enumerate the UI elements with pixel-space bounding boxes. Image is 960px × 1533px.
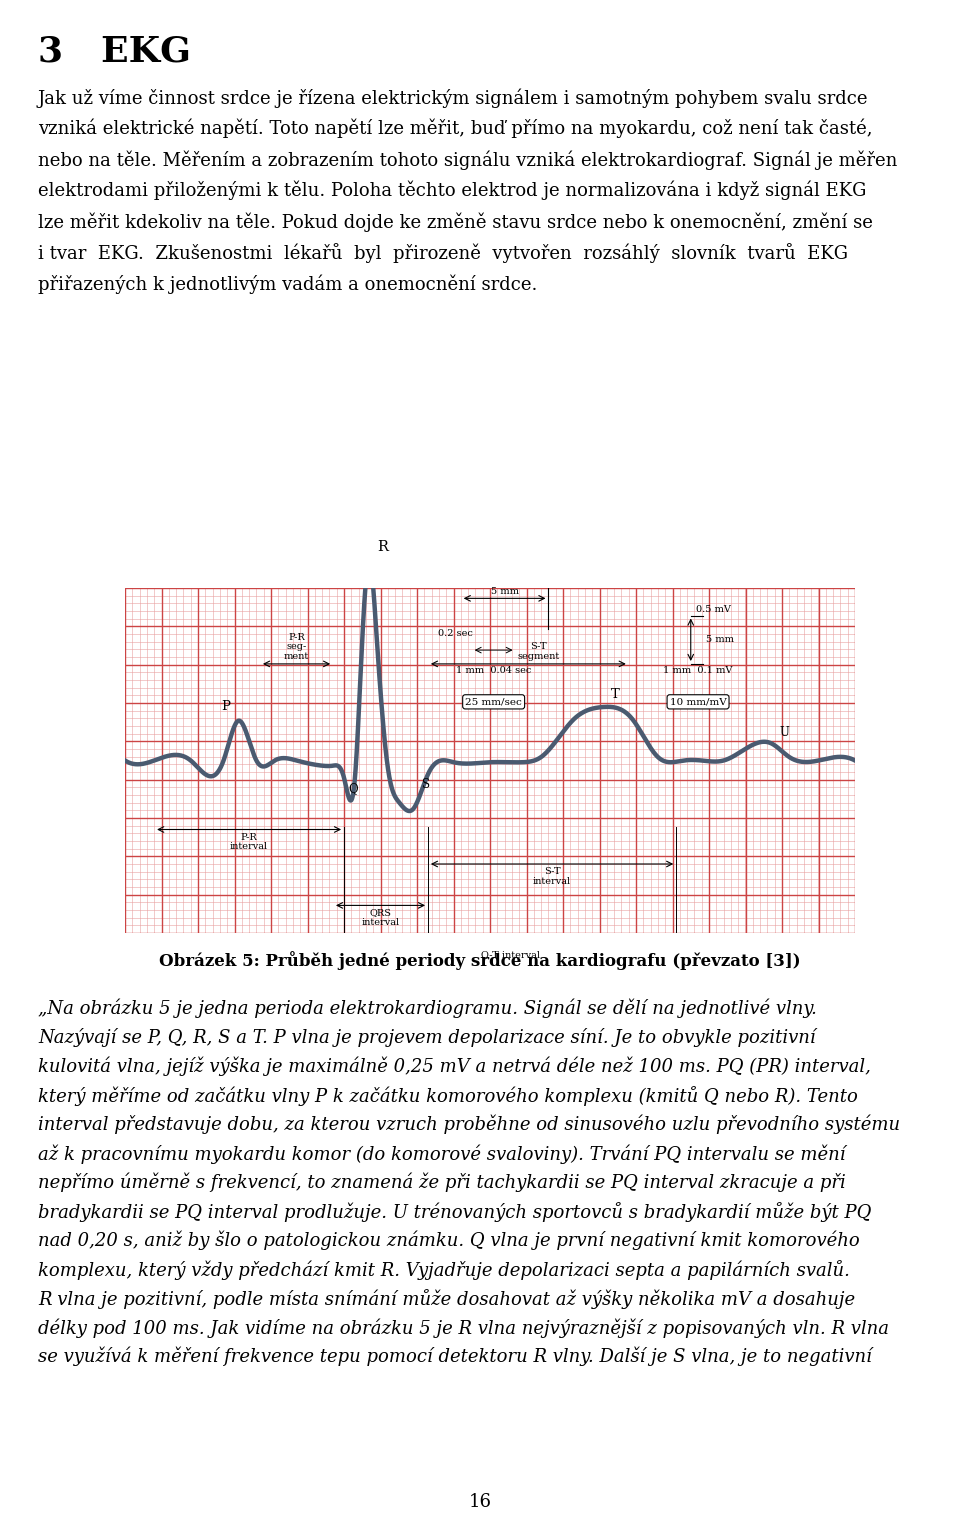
Text: 16: 16 [468, 1493, 492, 1512]
Text: T: T [612, 688, 620, 701]
Text: QRS
interval: QRS interval [361, 909, 399, 927]
Text: nad 0,20 s, aniž by šlo o patologickou známku. Q vlna je první negativní kmit ko: nad 0,20 s, aniž by šlo o patologickou z… [38, 1231, 860, 1251]
Text: nebo na těle. Měřením a zobrazením tohoto signálu vzniká elektrokardiograf. Sign: nebo na těle. Měřením a zobrazením tohot… [38, 150, 898, 170]
Text: i tvar  EKG.  Zkušenostmi  lékařů  byl  přirozeně  vytvořen  rozsáhlý  slovník  : i tvar EKG. Zkušenostmi lékařů byl přiro… [38, 244, 848, 264]
Text: 1 mm  0.1 mV: 1 mm 0.1 mV [663, 667, 732, 676]
Text: S-T
interval: S-T interval [533, 868, 571, 886]
Text: bradykardii se PQ interval prodlužuje. U trénovaných sportovců s bradykardií můž: bradykardii se PQ interval prodlužuje. U… [38, 1202, 872, 1222]
Text: 1 mm  0.04 sec: 1 mm 0.04 sec [456, 667, 531, 676]
Text: vzniká elektrické napětí. Toto napětí lze měřit, buď přímo na myokardu, což není: vzniká elektrické napětí. Toto napětí lz… [38, 120, 873, 138]
Text: R: R [377, 541, 389, 555]
Text: elektrodami přiloženými k tělu. Poloha těchto elektrod je normalizována i když s: elektrodami přiloženými k tělu. Poloha t… [38, 181, 866, 201]
Text: interval představuje dobu, za kterou vzruch proběhne od sinusového uzlu převodní: interval představuje dobu, za kterou vzr… [38, 1114, 900, 1134]
Text: Jak už víme činnost srdce je řízena elektrickým signálem i samotným pohybem sval: Jak už víme činnost srdce je řízena elek… [38, 87, 869, 107]
Text: se využívá k měření frekvence tepu pomocí detektoru R vlny. Další je S vlna, je : se využívá k měření frekvence tepu pomoc… [38, 1348, 872, 1366]
Text: nepřímo úměrně s frekvencí, to znamená že při tachykardii se PQ interval zkracuj: nepřímo úměrně s frekvencí, to znamená ž… [38, 1173, 846, 1193]
Text: 5 mm: 5 mm [491, 587, 518, 596]
Text: 0.2 sec: 0.2 sec [439, 630, 473, 638]
Text: 10 mm/mV: 10 mm/mV [670, 698, 727, 707]
Text: U: U [780, 727, 789, 739]
Text: lze měřit kdekoliv na těle. Pokud dojde ke změně stavu srdce nebo k onemocnění, : lze měřit kdekoliv na těle. Pokud dojde … [38, 212, 873, 231]
Text: S-T
segment: S-T segment [517, 642, 560, 661]
Text: Q: Q [348, 782, 358, 794]
Text: 5 mm: 5 mm [706, 635, 733, 644]
Text: R vlna je pozitivní, podle místa snímání může dosahovat až výšky několika mV a d: R vlna je pozitivní, podle místa snímání… [38, 1289, 855, 1309]
Text: až k pracovnímu myokardu komor (do komorové svaloviny). Trvání PQ intervalu se m: až k pracovnímu myokardu komor (do komor… [38, 1144, 846, 1164]
Text: S: S [421, 779, 430, 791]
Text: 25 mm/sec: 25 mm/sec [466, 698, 522, 707]
Text: Nazývají se P, Q, R, S a T. P vlna je projevem depolarizace síní. Je to obvykle : Nazývají se P, Q, R, S a T. P vlna je pr… [38, 1029, 816, 1047]
Text: délky pod 100 ms. Jak vidíme na obrázku 5 je R vlna nejvýraznější z popisovaných: délky pod 100 ms. Jak vidíme na obrázku … [38, 1318, 889, 1337]
Text: „Na obrázku 5 je jedna perioda elektrokardiogramu. Signál se dělí na jednotlivé : „Na obrázku 5 je jedna perioda elektroka… [38, 1000, 817, 1018]
Text: P: P [222, 701, 230, 713]
Text: Q-T interval: Q-T interval [481, 950, 540, 958]
Text: P-R
seg-
ment: P-R seg- ment [284, 633, 309, 661]
Text: 0.5 mV: 0.5 mV [696, 604, 731, 613]
Text: Obrázek 5: Průběh jedné periody srdce na kardiografu (převzato [3]): Obrázek 5: Průběh jedné periody srdce na… [159, 950, 801, 970]
Text: 3   EKG: 3 EKG [38, 35, 191, 69]
Text: P-R
interval: P-R interval [230, 832, 268, 851]
Text: komplexu, který vždy předchází kmit R. Vyjadřuje depolarizaci septa a papilárníc: komplexu, který vždy předchází kmit R. V… [38, 1260, 850, 1280]
Text: který měříme od začátku vlny P k začátku komorového komplexu (kmitů Q nebo R). T: který měříme od začátku vlny P k začátku… [38, 1085, 858, 1105]
Text: přiřazených k jednotlivým vadám a onemocnění srdce.: přiřazených k jednotlivým vadám a onemoc… [38, 274, 538, 293]
Text: kulovitá vlna, jejíž výška je maximálně 0,25 mV a netrvá déle než 100 ms. PQ (PR: kulovitá vlna, jejíž výška je maximálně … [38, 1056, 871, 1076]
